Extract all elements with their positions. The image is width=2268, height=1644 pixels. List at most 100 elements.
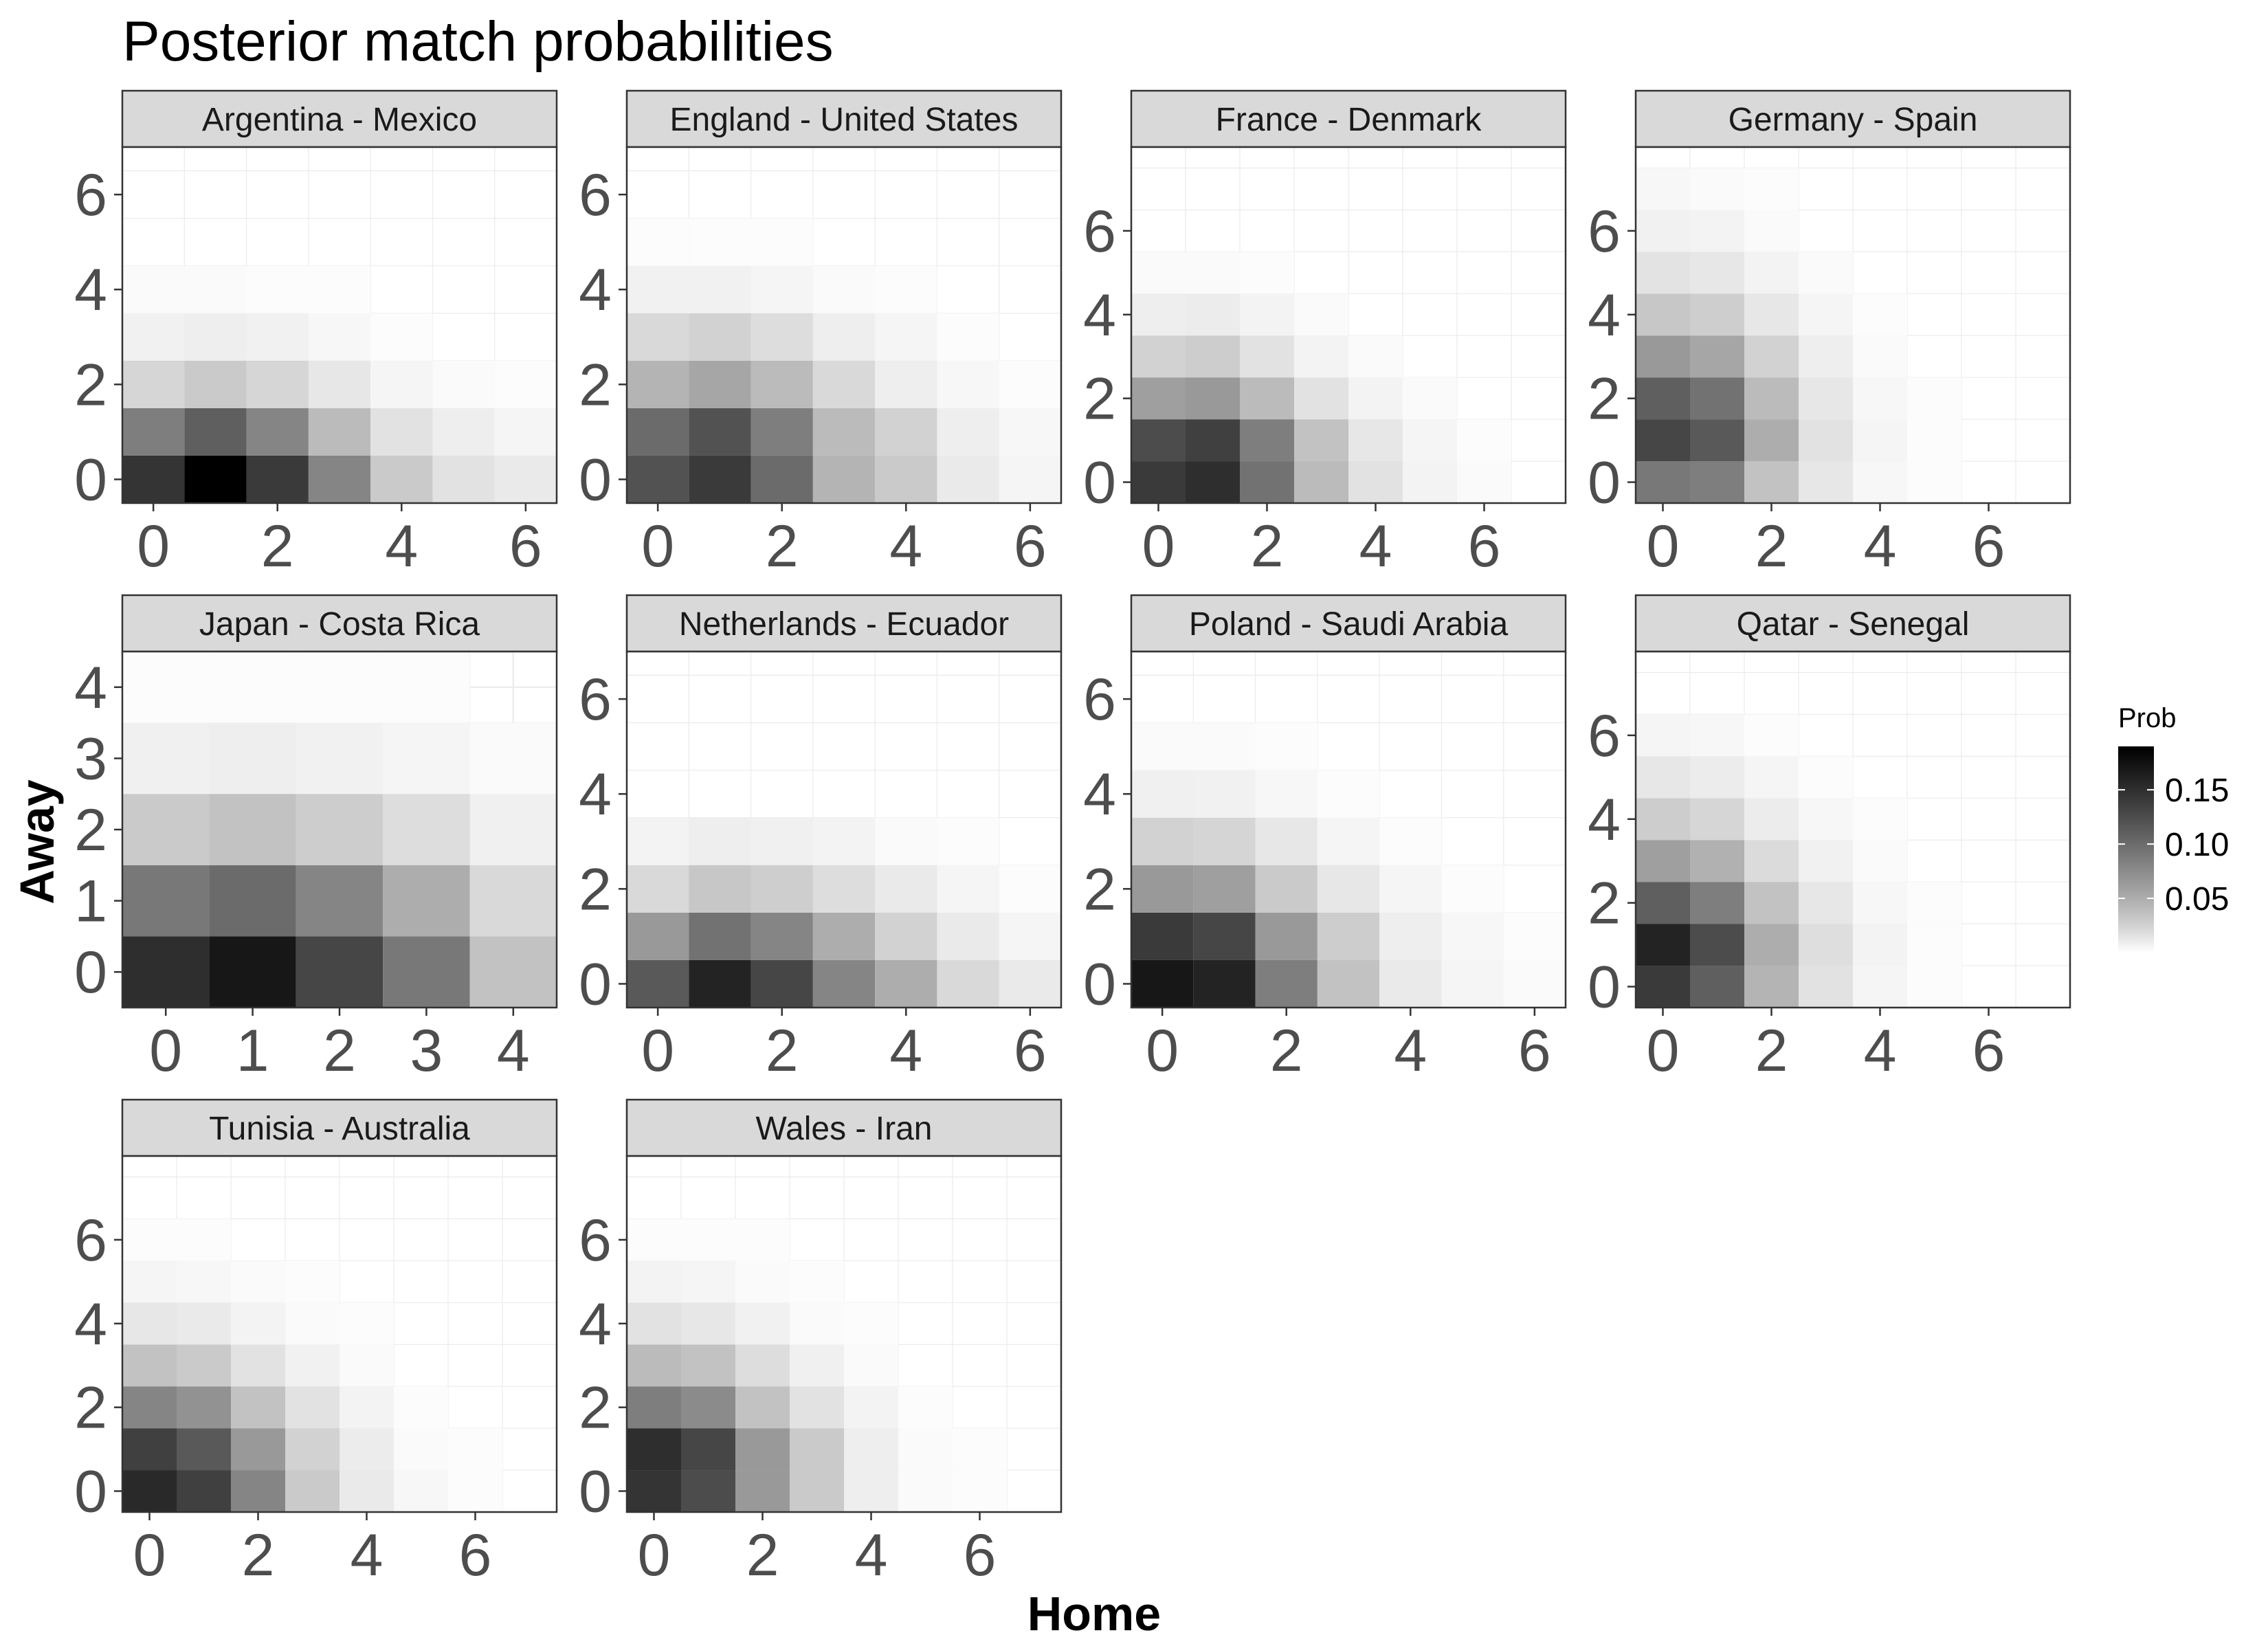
panel-border: [625, 650, 1063, 1009]
facet-strip-label: England - United States: [670, 102, 1019, 138]
y-tick-label: 0: [1588, 955, 1621, 1021]
heatmap-tile: [122, 313, 185, 361]
heatmap-tile: [627, 1302, 681, 1345]
heatmap-tile: [1907, 377, 1961, 420]
heatmap-tile: [1636, 798, 1690, 841]
heatmap-tile: [1503, 912, 1566, 960]
heatmap-tile: [1317, 959, 1380, 1008]
facet-strip: [121, 1098, 558, 1157]
heatmap-tile: [209, 794, 296, 865]
heatmap-tile: [1131, 461, 1186, 503]
panel-border: [1130, 650, 1567, 1009]
y-tick-label: 6: [1083, 667, 1116, 733]
heatmap-tile: [681, 1428, 735, 1471]
heatmap-tile: [177, 1344, 231, 1387]
heatmap-tile: [681, 1470, 735, 1512]
heatmap-tile: [308, 313, 371, 361]
heatmap-tile: [812, 817, 876, 865]
heatmap-tile: [735, 1219, 790, 1261]
heatmap-tile: [627, 959, 689, 1008]
heatmap-tile: [394, 1470, 448, 1512]
heatmap-tile: [122, 1470, 177, 1512]
x-tick-label: 3: [410, 1018, 443, 1084]
heatmap-tile: [1240, 252, 1294, 294]
heatmap-tile: [790, 1428, 844, 1471]
heatmap-tile: [184, 455, 247, 503]
facet-panel: Wales - Iran 0 2 4 6 0 2 4 6: [579, 1098, 1063, 1588]
heatmap-tile: [1240, 335, 1294, 378]
heatmap-tile: [469, 936, 557, 1008]
y-tick-label: 2: [74, 797, 107, 863]
heatmap-tile: [1255, 865, 1318, 913]
heatmap-tile: [812, 959, 876, 1008]
heatmap-tile: [1690, 419, 1744, 462]
facet-strip-label: Wales - Iran: [756, 1111, 933, 1147]
x-tick-label: 4: [889, 1018, 922, 1084]
y-tick-label: 4: [579, 257, 612, 323]
heatmap-tile: [1255, 912, 1318, 960]
heatmap-tile: [689, 959, 751, 1008]
y-tick-label: 0: [579, 951, 612, 1017]
heatmap-tile: [122, 1219, 177, 1261]
heatmap-tile: [1193, 817, 1256, 865]
facet-strip-label: Japan - Costa Rica: [199, 606, 480, 643]
heatmap-tile: [1131, 865, 1194, 913]
heatmap-tile: [469, 794, 557, 865]
heatmap-tile: [432, 408, 495, 456]
heatmap-tile: [1636, 335, 1690, 378]
heatmap-tile: [627, 912, 689, 960]
facet-panel: England - United States 0 2 4 6 0 2 4 6: [579, 89, 1063, 579]
heatmap-tile: [1186, 335, 1240, 378]
heatmap-tile: [898, 1428, 953, 1471]
heatmap-tile: [1131, 959, 1194, 1008]
heatmap-tile: [627, 1260, 681, 1303]
x-tick-label: 0: [641, 513, 674, 579]
heatmap-tile: [1317, 912, 1380, 960]
heatmap-tiles: [1636, 168, 1961, 503]
heatmap-tile: [1503, 959, 1566, 1008]
x-tick-label: 4: [497, 1018, 530, 1084]
facet-strip-label: France - Denmark: [1216, 102, 1482, 138]
panel-border: [121, 146, 558, 504]
y-tick-label: 0: [74, 1459, 107, 1525]
color-legend: Prob 0.05 0.10 0.15: [2118, 703, 2229, 953]
heatmap-tile: [627, 265, 689, 313]
heatmap-tile: [184, 360, 247, 408]
heatmap-tile: [1690, 714, 1744, 757]
heatmap-tile: [812, 912, 876, 960]
heatmap-tile: [627, 1470, 681, 1512]
heatmap-tile: [790, 1470, 844, 1512]
heatmap-tile: [209, 936, 296, 1008]
heatmap-tile: [1853, 335, 1907, 378]
heatmap-tile: [1853, 293, 1907, 336]
y-tick-label: 0: [74, 447, 107, 513]
legend-title: Prob: [2118, 703, 2177, 733]
facet-panel: Netherlands - Ecuador 0 2 4 6 0 2 4 6: [579, 594, 1063, 1084]
heatmap-tile: [999, 865, 1061, 913]
heatmap-tiles: [627, 817, 1061, 1008]
heatmap-tiles: [627, 1219, 1007, 1512]
heatmap-tile: [1799, 882, 1853, 924]
heatmap-tile: [494, 408, 557, 456]
y-tick-label: 1: [74, 869, 107, 935]
facet-panel: Qatar - Senegal 0 2 4 6 0 2 4 6: [1588, 594, 2071, 1084]
heatmap-tile: [184, 313, 247, 361]
y-tick-label: 0: [74, 940, 107, 1006]
heatmap-tile: [627, 455, 689, 503]
heatmap-tile: [383, 794, 470, 865]
panel-border: [1634, 650, 2071, 1009]
heatmap-tile: [751, 265, 813, 313]
heatmap-tile: [1636, 377, 1690, 420]
heatmap-tile: [1379, 959, 1442, 1008]
heatmap-tile: [122, 1428, 177, 1471]
heatmap-tile: [999, 360, 1061, 408]
heatmap-tile: [937, 360, 999, 408]
y-tick-label: 6: [1588, 199, 1621, 265]
x-tick-label: 6: [509, 513, 542, 579]
heatmap-tile: [875, 360, 937, 408]
y-tick-label: 6: [579, 162, 612, 228]
heatmap-tile: [448, 1428, 502, 1471]
x-tick-label: 2: [1251, 513, 1284, 579]
heatmap-tile: [1744, 461, 1799, 503]
